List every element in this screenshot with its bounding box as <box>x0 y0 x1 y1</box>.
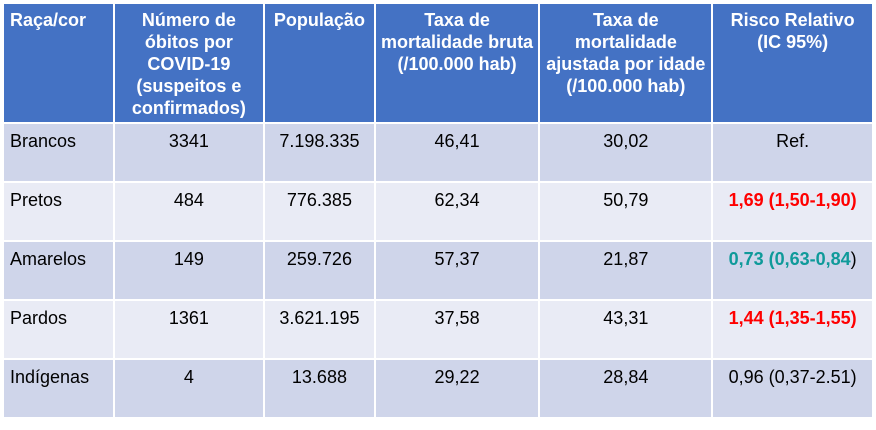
cell-taxa-bruta: 62,34 <box>375 183 539 240</box>
cell-taxa-ajustada: 43,31 <box>540 301 712 358</box>
table-row: Amarelos 149 259.726 57,37 21,87 0,73 (0… <box>4 242 872 299</box>
cell-taxa-ajustada: 21,87 <box>540 242 712 299</box>
header-risco-relativo: Risco Relativo (IC 95%) <box>713 4 872 122</box>
cell-raca-cor: Pardos <box>4 301 113 358</box>
cell-taxa-ajustada: 50,79 <box>540 183 712 240</box>
mortality-table: Raça/cor Número de óbitos por COVID-19 (… <box>2 2 874 419</box>
header-populacao: População <box>265 4 374 122</box>
cell-obitos: 484 <box>114 183 264 240</box>
cell-taxa-bruta: 37,58 <box>375 301 539 358</box>
cell-obitos: 149 <box>114 242 264 299</box>
header-row: Raça/cor Número de óbitos por COVID-19 (… <box>4 4 872 122</box>
risk-closing-paren: ) <box>850 249 857 269</box>
header-obitos: Número de óbitos por COVID-19 (suspeitos… <box>114 4 264 122</box>
cell-taxa-ajustada: 30,02 <box>540 124 712 181</box>
cell-populacao: 7.198.335 <box>265 124 374 181</box>
header-taxa-bruta: Taxa de mortalidade bruta (/100.000 hab) <box>375 4 539 122</box>
cell-risco-relativo: 1,69 (1,50-1,90) <box>713 183 872 240</box>
risk-value: 0,73 (0,63-0,84 <box>728 249 851 269</box>
table-row: Pretos 484 776.385 62,34 50,79 1,69 (1,5… <box>4 183 872 240</box>
cell-raca-cor: Brancos <box>4 124 113 181</box>
cell-risco-relativo: Ref. <box>713 124 872 181</box>
cell-populacao: 3.621.195 <box>265 301 374 358</box>
cell-populacao: 13.688 <box>265 360 374 417</box>
cell-obitos: 1361 <box>114 301 264 358</box>
cell-raca-cor: Pretos <box>4 183 113 240</box>
cell-raca-cor: Amarelos <box>4 242 113 299</box>
header-raca-cor: Raça/cor <box>4 4 113 122</box>
cell-raca-cor: Indígenas <box>4 360 113 417</box>
header-taxa-ajustada: Taxa de mortalidade ajustada por idade (… <box>540 4 712 122</box>
cell-obitos: 3341 <box>114 124 264 181</box>
cell-taxa-ajustada: 28,84 <box>540 360 712 417</box>
cell-risco-relativo: 0,96 (0,37-2.51) <box>713 360 872 417</box>
cell-risco-relativo: 0,73 (0,63-0,84) <box>713 242 872 299</box>
cell-risco-relativo: 1,44 (1,35-1,55) <box>713 301 872 358</box>
table-row: Indígenas 4 13.688 29,22 28,84 0,96 (0,3… <box>4 360 872 417</box>
table-row: Brancos 3341 7.198.335 46,41 30,02 Ref. <box>4 124 872 181</box>
cell-taxa-bruta: 46,41 <box>375 124 539 181</box>
table-row: Pardos 1361 3.621.195 37,58 43,31 1,44 (… <box>4 301 872 358</box>
cell-obitos: 4 <box>114 360 264 417</box>
cell-populacao: 259.726 <box>265 242 374 299</box>
cell-taxa-bruta: 29,22 <box>375 360 539 417</box>
cell-taxa-bruta: 57,37 <box>375 242 539 299</box>
cell-populacao: 776.385 <box>265 183 374 240</box>
